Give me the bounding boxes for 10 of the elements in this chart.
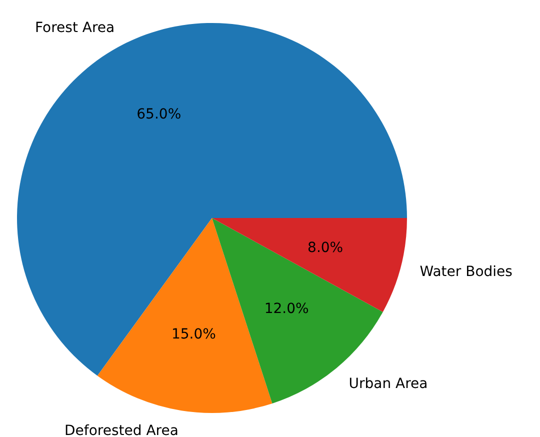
data-label: 65.0% xyxy=(136,106,182,123)
slice-label: Urban Area xyxy=(348,376,428,392)
slice-label: Deforested Area xyxy=(64,422,178,437)
pie-slice xyxy=(17,23,407,376)
data-label: 12.0% xyxy=(264,301,309,318)
pie-slice xyxy=(212,218,407,312)
slice-label: Forest Area xyxy=(34,20,115,36)
slice-label: Water Bodies xyxy=(420,264,512,280)
data-label: 8.0% xyxy=(308,240,344,256)
data-label: 15.0% xyxy=(171,326,216,342)
